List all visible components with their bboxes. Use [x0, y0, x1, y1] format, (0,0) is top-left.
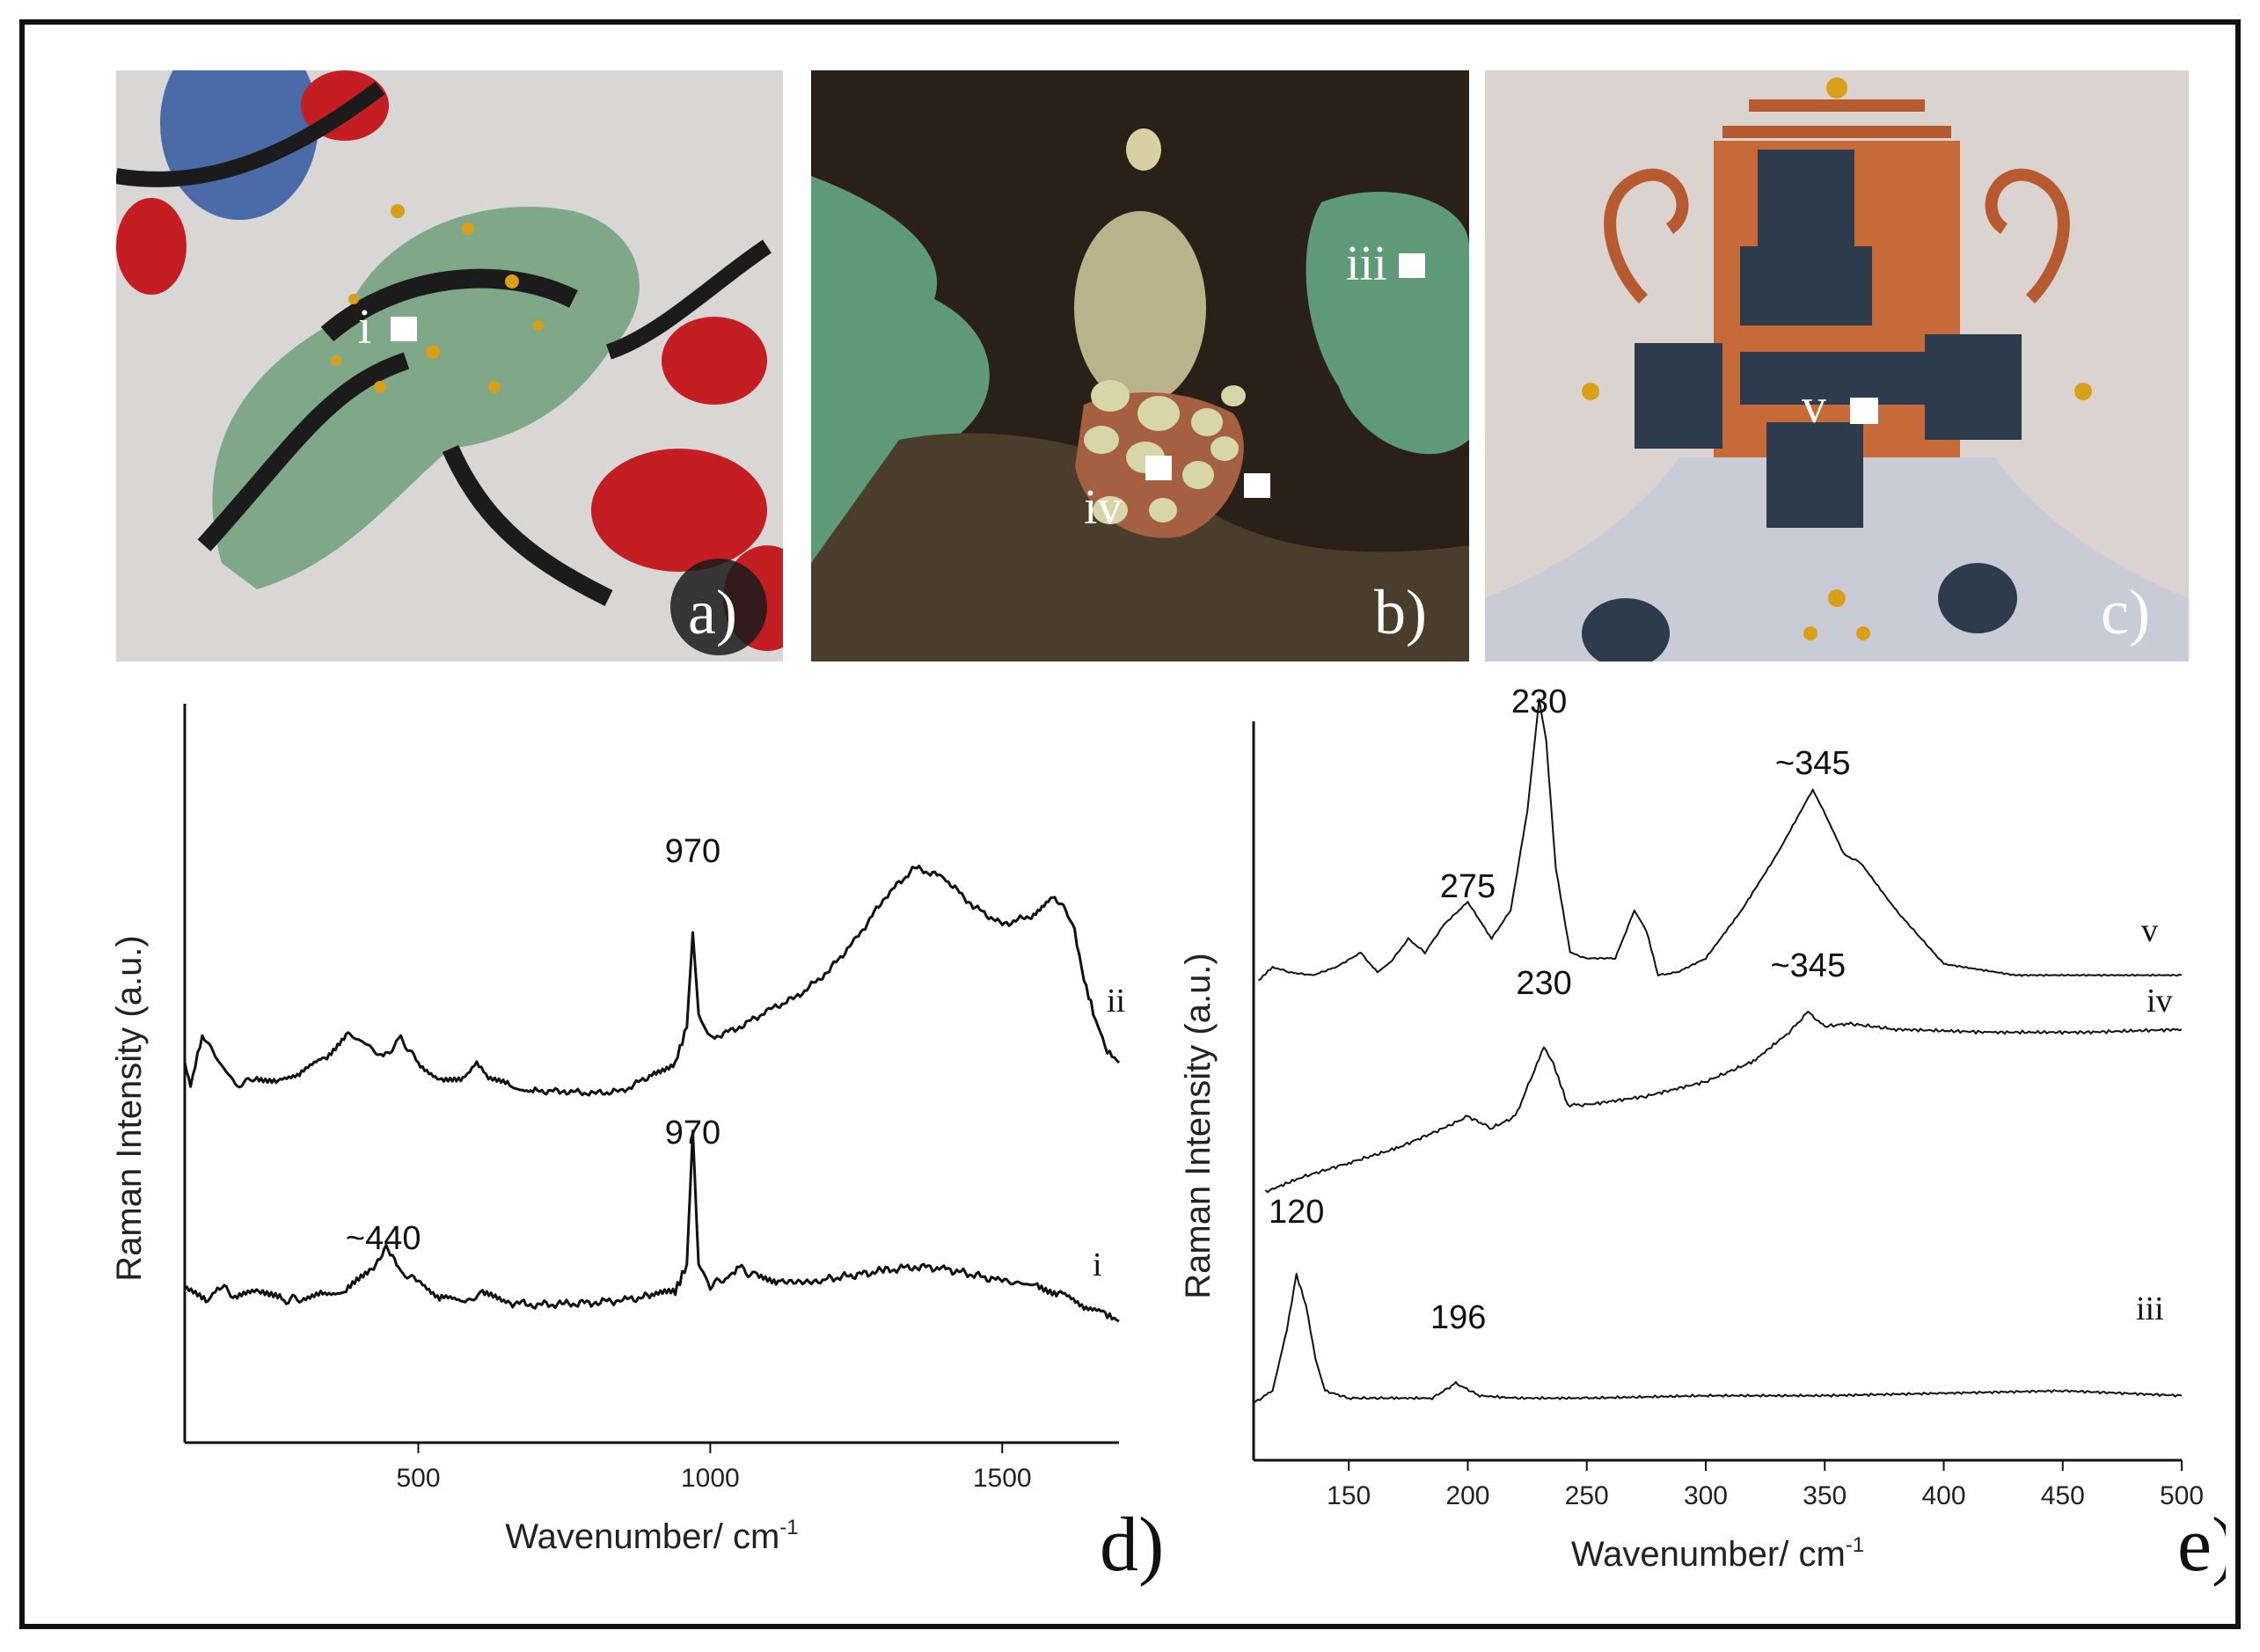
panel-label-a: a): [688, 577, 737, 647]
panel-label-d: d): [1100, 1502, 1164, 1588]
peak-label-230-v: 230: [1511, 686, 1567, 720]
photo-panel-a: i a): [116, 70, 783, 662]
panel-label-e: e): [2177, 1502, 2226, 1588]
series-label-iv: iv: [2147, 983, 2173, 1020]
photo-a-image: i a): [116, 70, 783, 662]
x-tick-label-250: 250: [1565, 1481, 1609, 1510]
panel-label-b: b): [1374, 577, 1427, 647]
figure-frame: [19, 19, 2241, 1629]
series-line-iii: [1253, 1273, 2183, 1404]
photo-panel-b: iii iv b): [811, 70, 1469, 662]
peak-label-approx-345-v: ~345: [1775, 745, 1851, 782]
x-tick-label-1500: 1500: [973, 1464, 1032, 1493]
x-tick-label-350: 350: [1803, 1481, 1847, 1510]
peak-label-approx-345-iv: ~345: [1770, 947, 1846, 984]
peak-label-275-v: 275: [1440, 868, 1496, 905]
photo-b-image: iii iv b): [811, 70, 1469, 662]
x-axis-title: Wavenumber/ cm-1: [1571, 1533, 1864, 1574]
series-line-v: [1258, 698, 2183, 981]
point-label-iii: iv: [1084, 480, 1123, 535]
y-axis-title: Raman Intensity (a.u.): [114, 935, 149, 1282]
series-label-ii: ii: [1107, 983, 1125, 1020]
point-label-ii: iii: [1346, 237, 1387, 291]
point-label-v: v: [1802, 379, 1826, 434]
x-tick-label-450: 450: [2041, 1481, 2085, 1510]
peak-label-196-iii: 196: [1430, 1299, 1486, 1336]
x-tick-label-500: 500: [2160, 1481, 2204, 1510]
peak-label-970-i: 970: [665, 1115, 720, 1151]
x-tick-label-1000: 1000: [681, 1464, 740, 1493]
x-tick-label-150: 150: [1327, 1481, 1371, 1510]
y-axis-title: Raman Intensity (a.u.): [1179, 953, 1218, 1299]
chart-d: 500 1000 1500 Wavenumber/ cm-1 Raman Intensi…: [114, 704, 1164, 1588]
x-tick-label-400: 400: [1921, 1481, 1965, 1510]
peak-label-970-ii: 970: [665, 833, 720, 870]
peak-label-230-iv: 230: [1516, 965, 1571, 1002]
photo-panel-c: v c): [1485, 70, 2189, 662]
series-line-ii: [183, 865, 1121, 1097]
chart-e: 150 200 250 300 350 400 450 500 Wavenumber/ cm-1…: [1179, 686, 2226, 1588]
series-label-i: i: [1093, 1246, 1102, 1283]
panel-label-c: c): [2101, 577, 2150, 647]
peak-label-approx-440-i: ~440: [346, 1220, 421, 1257]
x-tick-label-200: 200: [1445, 1481, 1489, 1510]
series-line-i: [183, 1129, 1120, 1323]
series-label-iii: iii: [2136, 1290, 2164, 1327]
x-tick-label-500: 500: [396, 1464, 440, 1493]
x-axis-title: Wavenumber/ cm-1: [505, 1516, 798, 1556]
x-tick-label-300: 300: [1684, 1481, 1728, 1510]
series-line-iv: [1264, 1010, 2183, 1194]
peak-label-120-iii: 120: [1269, 1194, 1324, 1231]
photo-c-image: v c): [1485, 70, 2189, 662]
point-label-i: i: [358, 300, 372, 355]
series-label-v: v: [2141, 912, 2158, 949]
